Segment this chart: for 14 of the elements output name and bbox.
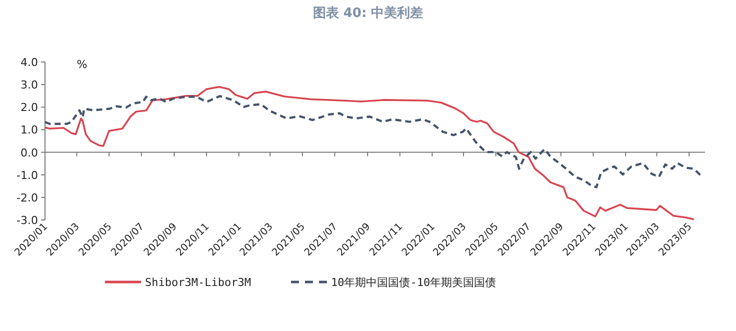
- chart-title: 图表 40: 中美利差: [312, 5, 424, 21]
- y-tick-label: -3.0: [16, 214, 38, 227]
- legend-label: Shibor3M-Libor3M: [145, 276, 252, 289]
- y-tick-label: 4.0: [20, 56, 38, 69]
- y-tick-label: 3.0: [20, 78, 38, 92]
- y-axis-title: %: [76, 58, 88, 71]
- y-tick-label: 2.0: [20, 101, 38, 114]
- y-tick-label: 0.0: [20, 146, 38, 160]
- y-tick-label: 1.0: [20, 124, 38, 137]
- legend-label: 10年期中国国债-10年期美国国债: [330, 276, 496, 289]
- y-tick-label: -1.0: [16, 168, 38, 182]
- line-series: [44, 94, 704, 188]
- y-tick-label: -2.0: [16, 191, 38, 204]
- line-series: [44, 86, 695, 220]
